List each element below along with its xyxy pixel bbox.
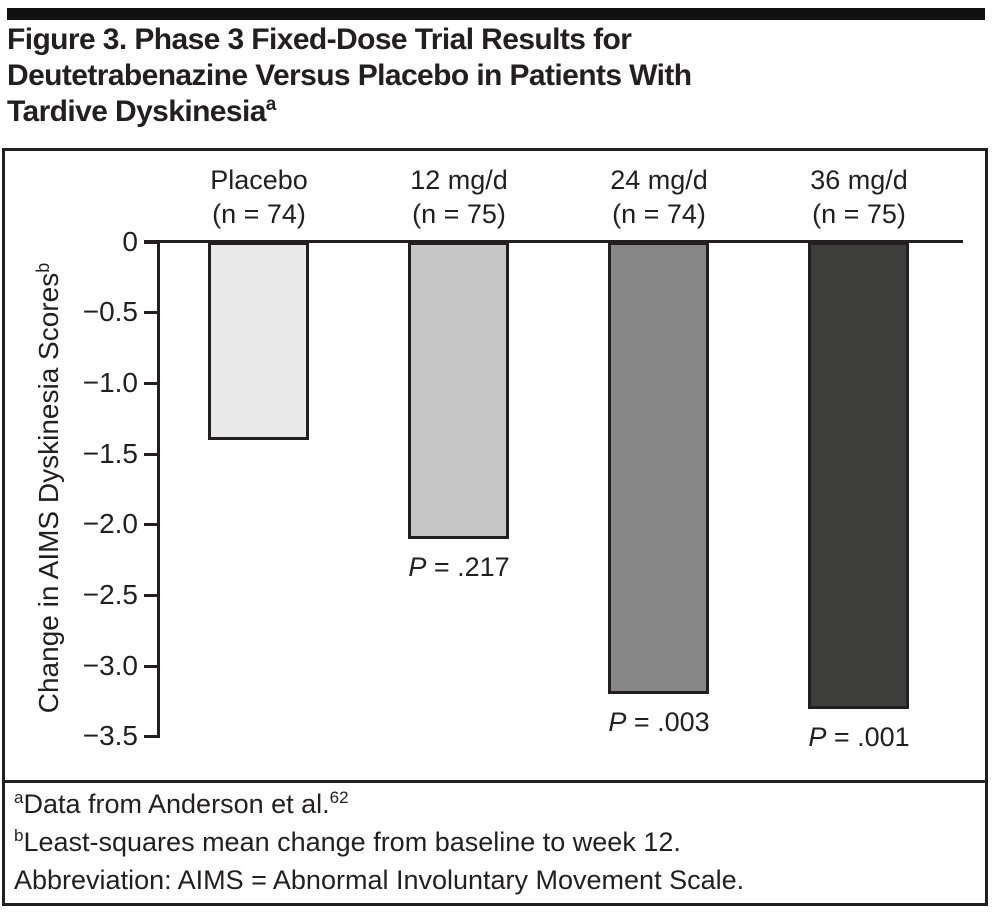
column-header: Placebo (n = 74) xyxy=(149,163,369,231)
footnotes: aData from Anderson et al.62 bLeast-squa… xyxy=(14,787,979,898)
column-header-label: 24 mg/d xyxy=(610,165,708,195)
figure-title-line-1: Figure 3. Phase 3 Fixed-Dose Trial Resul… xyxy=(7,23,632,56)
p-italic: P xyxy=(408,552,427,582)
y-tick-label: −2.5 xyxy=(82,579,138,610)
figure-title-line-3: Tardive Dyskinesiaa xyxy=(7,94,977,134)
p-value-text: = .001 xyxy=(826,722,910,752)
top-rule xyxy=(7,8,985,20)
figure-title: Figure 3. Phase 3 Fixed-Dose Trial Resul… xyxy=(7,22,977,134)
column-header-label: Placebo xyxy=(210,165,308,195)
footnote-b: bLeast-squares mean change from baseline… xyxy=(14,825,979,863)
bar-placebo xyxy=(208,242,309,440)
y-tick-mark xyxy=(144,240,158,244)
p-value-label: P = .003 xyxy=(549,706,769,738)
footnote-b-superscript: b xyxy=(14,826,24,845)
column-header: 36 mg/d (n = 75) xyxy=(749,163,969,231)
footnote-a-reference: 62 xyxy=(329,788,349,807)
y-tick-label: −1.0 xyxy=(82,366,138,398)
y-tick-mark xyxy=(144,664,158,668)
y-tick-mark xyxy=(144,311,158,315)
y-tick-mark xyxy=(144,735,158,739)
p-value-label: P = .217 xyxy=(349,551,569,583)
figure-title-line-3-text: Tardive Dyskinesia xyxy=(7,95,266,128)
column-header-n: (n = 74) xyxy=(212,199,306,229)
column-header-label: 12 mg/d xyxy=(410,165,508,195)
column-header: 12 mg/d (n = 75) xyxy=(349,163,569,231)
column-header-n: (n = 75) xyxy=(812,199,906,229)
figure-title-line-2: Deutetrabenazine Versus Placebo in Patie… xyxy=(7,59,692,92)
p-value-text: = .217 xyxy=(426,552,510,582)
y-axis-label-superscript: b xyxy=(33,262,53,273)
y-tick-label: −0.5 xyxy=(82,296,138,328)
y-tick-label: −3.0 xyxy=(82,649,138,681)
column-header-label: 36 mg/d xyxy=(810,165,908,195)
column-header-n: (n = 75) xyxy=(412,199,506,229)
p-value-text: = .003 xyxy=(626,707,710,737)
footnote-a: aData from Anderson et al.62 xyxy=(14,787,979,825)
y-tick-mark xyxy=(144,523,158,527)
bar-12mg xyxy=(408,242,509,539)
p-italic: P xyxy=(808,722,827,752)
column-header: 24 mg/d (n = 74) xyxy=(549,163,769,231)
y-tick-mark xyxy=(144,594,158,597)
bar-36mg xyxy=(808,242,909,709)
y-tick-label: 0 xyxy=(122,225,138,257)
y-axis-line xyxy=(157,240,160,738)
y-tick-label: −2.0 xyxy=(82,508,138,540)
zero-baseline xyxy=(144,240,963,243)
y-tick-mark xyxy=(144,452,158,456)
p-value-label: P = .001 xyxy=(749,721,969,753)
y-tick-mark xyxy=(144,381,158,385)
y-tick-label: −3.5 xyxy=(82,720,138,752)
bar-24mg xyxy=(608,242,709,694)
footnote-b-text: Least-squares mean change from baseline … xyxy=(23,827,681,857)
footnote-abbreviation: Abbreviation: AIMS = Abnormal Involuntar… xyxy=(14,863,979,898)
footnote-a-text: Data from Anderson et al. xyxy=(23,789,330,819)
footnote-divider xyxy=(5,780,985,783)
footnote-a-superscript: a xyxy=(14,788,24,807)
column-header-n: (n = 74) xyxy=(612,199,706,229)
footnote-abbreviation-text: Abbreviation: AIMS = Abnormal Involuntar… xyxy=(14,865,745,895)
y-tick-label: −1.5 xyxy=(82,437,138,469)
figure-title-superscript: a xyxy=(265,94,277,115)
p-italic: P xyxy=(608,707,627,737)
